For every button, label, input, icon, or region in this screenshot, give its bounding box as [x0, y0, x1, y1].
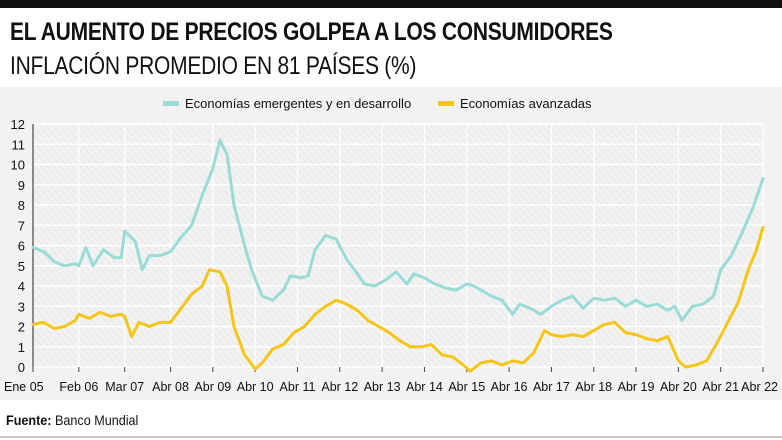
x-tick-label: Abr 11 [280, 380, 316, 394]
x-tick-label: Abr 22 [741, 380, 778, 394]
bottom-rule [0, 436, 782, 438]
source-text: Banco Mundial [55, 412, 139, 428]
x-tick-label: Abr 19 [618, 380, 655, 394]
x-tick-label: Feb 06 [59, 380, 98, 394]
y-tick-label: 4 [18, 279, 25, 294]
y-tick-label: 10 [11, 158, 25, 173]
y-tick-label: 3 [18, 299, 25, 314]
y-tick-label: 2 [18, 320, 25, 335]
legend-swatch-emerging [163, 101, 179, 106]
chart-subtitle: INFLACIÓN PROMEDIO EN 81 PAÍSES (%) [10, 52, 417, 80]
legend-swatch-advanced [438, 101, 454, 106]
y-tick-label: 8 [18, 198, 25, 213]
chart-title: EL AUMENTO DE PRECIOS GOLPEA A LOS CONSU… [10, 18, 613, 46]
x-tick-label: Abr 13 [364, 380, 401, 394]
y-tick-label: 11 [12, 137, 26, 152]
x-tick-label: Ene 05 [4, 380, 44, 394]
x-tick-label: Abr 18 [575, 380, 612, 394]
series-line-advanced [31, 225, 765, 373]
y-tick-label: 9 [18, 178, 25, 193]
legend: Economías emergentes y en desarrollo Econ… [163, 96, 592, 111]
legend-label-emerging: Economías emergentes y en desarrollo [185, 96, 411, 111]
x-tick-label: Abr 08 [152, 380, 189, 394]
x-tick-label: Abr 17 [533, 380, 570, 394]
x-tick-label: Abr 12 [321, 380, 358, 394]
x-tick-label: Abr 10 [237, 380, 274, 394]
source-label: Fuente: [6, 412, 52, 428]
x-tick-label: Abr 21 [702, 380, 739, 394]
line-chart: Economías emergentes y en desarrollo Econ… [4, 96, 778, 394]
x-tick-label: Abr 15 [448, 380, 485, 394]
y-tick-label: 5 [18, 259, 25, 274]
y-tick-label: 0 [18, 360, 25, 375]
y-tick-label: 12 [11, 117, 25, 132]
y-tick-label: 1 [18, 340, 25, 355]
chart-panel: Economías emergentes y en desarrollo Econ… [0, 87, 782, 400]
series-line-emerging [31, 138, 765, 322]
top-rule [0, 0, 782, 8]
y-tick-label: 6 [18, 239, 25, 254]
x-tick-label: Mar 07 [105, 380, 144, 394]
source-note: Fuente: Banco Mundial [6, 412, 138, 428]
y-tick-label: 7 [18, 218, 25, 233]
x-tick-label: Abr 20 [660, 380, 697, 394]
x-tick-label: Abr 09 [194, 380, 231, 394]
x-tick-label: Abr 16 [491, 380, 528, 394]
legend-label-advanced: Economías avanzadas [460, 96, 592, 111]
x-tick-label: Abr 14 [406, 380, 443, 394]
